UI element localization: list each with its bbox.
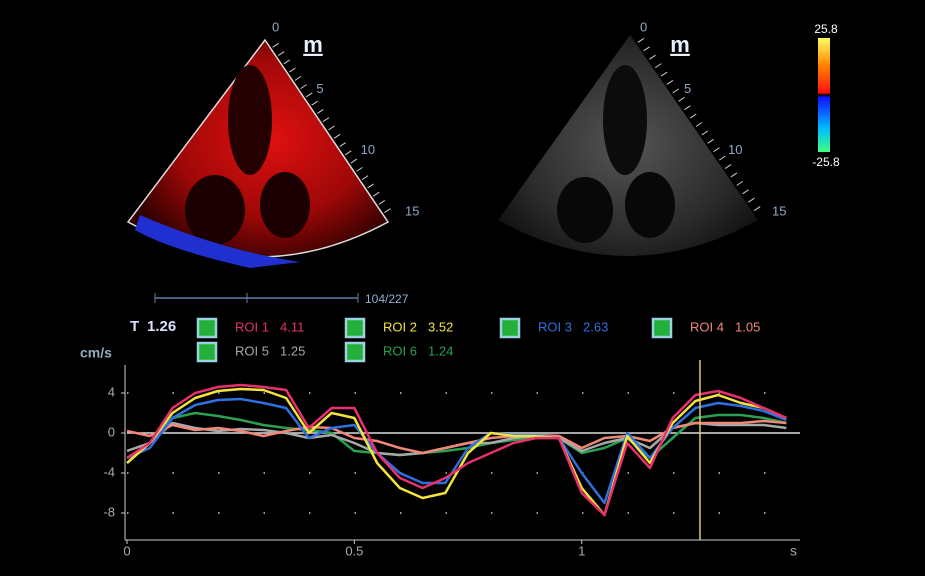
cine-frame: 104/227 xyxy=(365,292,409,306)
cursor-value: 1.26 xyxy=(147,318,176,335)
legend-name: ROI 1 xyxy=(235,319,269,334)
depth-tick xyxy=(294,75,302,81)
legend-readout: 4.11 xyxy=(280,319,304,334)
depth-label: 0 xyxy=(272,19,279,34)
chamber xyxy=(603,65,647,175)
legend-name: ROI 2 xyxy=(383,319,417,334)
depth-tick xyxy=(344,150,352,156)
depth-tick xyxy=(724,164,732,169)
legend-readout: 1.05 xyxy=(735,319,760,334)
legend-readout: 2.63 xyxy=(583,319,608,334)
depth-tick xyxy=(678,96,685,102)
depth-tick xyxy=(272,42,279,48)
depth-label: 0 xyxy=(640,19,647,34)
depth-tick xyxy=(305,92,313,98)
depth-tick xyxy=(637,37,645,43)
depth-tick xyxy=(701,130,709,136)
series-line xyxy=(126,383,787,517)
depth-tick xyxy=(666,80,674,85)
depth-tick xyxy=(322,117,330,123)
legend-name: ROI 3 xyxy=(538,319,572,334)
legend-readout: 3.52 xyxy=(428,319,453,334)
legend-readout: 1.25 xyxy=(280,343,305,358)
depth-tick xyxy=(372,191,380,197)
chamber xyxy=(260,172,310,238)
depth-tick xyxy=(333,133,341,139)
depth-tick xyxy=(367,183,374,189)
y-tick-label: 4 xyxy=(108,384,115,399)
y-tick-label: 0 xyxy=(108,424,115,439)
cursor-label: T xyxy=(130,318,139,335)
depth-label: 10 xyxy=(361,142,375,157)
colorbar-min: -25.8 xyxy=(812,155,840,169)
depth-tick xyxy=(654,63,662,69)
depth-tick xyxy=(689,113,697,119)
depth-tick xyxy=(384,208,391,214)
legend-readout: 1.24 xyxy=(428,343,453,358)
logo: m xyxy=(303,32,323,57)
depth-tick xyxy=(339,142,346,147)
depth-tick xyxy=(311,100,319,106)
legend-box xyxy=(196,341,218,363)
legend-box xyxy=(499,317,521,339)
blue-flow xyxy=(135,215,300,268)
series-line xyxy=(126,397,787,505)
depth-tick xyxy=(328,125,335,131)
depth-tick xyxy=(643,46,650,52)
legend-box xyxy=(651,317,673,339)
depth-label: 5 xyxy=(684,81,691,96)
depth-tick xyxy=(672,88,680,94)
chamber xyxy=(228,65,272,175)
depth-tick xyxy=(695,122,703,127)
depth-tick xyxy=(289,67,296,73)
y-tick-label: -8 xyxy=(103,504,115,519)
depth-label: 10 xyxy=(728,142,742,157)
depth-tick xyxy=(660,71,668,77)
colorbar xyxy=(818,38,830,152)
depth-tick xyxy=(277,51,285,56)
depth-tick xyxy=(684,105,691,111)
legend-box xyxy=(196,317,218,339)
depth-tick xyxy=(707,138,714,144)
depth-tick xyxy=(649,54,656,60)
legend-name: ROI 4 xyxy=(690,319,724,334)
series-line xyxy=(126,387,787,517)
x-tick-label: 0 xyxy=(123,543,130,558)
depth-tick xyxy=(350,158,358,164)
y-axis-label: cm/s xyxy=(80,345,112,361)
depth-tick xyxy=(283,59,291,65)
y-tick-label: -4 xyxy=(103,464,115,479)
depth-tick xyxy=(718,155,726,161)
depth-tick xyxy=(378,200,386,205)
depth-tick xyxy=(753,206,761,212)
legend-name: ROI 6 xyxy=(383,343,417,358)
depth-tick xyxy=(317,109,324,114)
colorbar-max: 25.8 xyxy=(814,22,838,36)
chamber xyxy=(185,175,245,245)
depth-tick xyxy=(361,175,369,181)
x-tick-label: 1 xyxy=(578,543,585,558)
depth-label: 15 xyxy=(772,203,786,218)
series-line xyxy=(126,411,787,464)
depth-tick xyxy=(748,197,755,203)
x-tick-label: 0.5 xyxy=(345,543,363,558)
depth-tick xyxy=(742,189,749,195)
depth-tick xyxy=(730,172,738,178)
depth-tick xyxy=(356,166,363,172)
depth-tick xyxy=(713,147,720,153)
depth-tick xyxy=(736,180,744,186)
legend-box xyxy=(344,341,366,363)
depth-label: 5 xyxy=(316,81,323,96)
legend-box xyxy=(344,317,366,339)
depth-label: 15 xyxy=(405,203,419,218)
logo: m xyxy=(670,32,690,57)
chamber xyxy=(557,177,613,243)
x-axis-label: s xyxy=(790,543,797,559)
legend-name: ROI 5 xyxy=(235,343,269,358)
chamber xyxy=(625,172,675,238)
series-line xyxy=(126,419,787,455)
depth-tick xyxy=(300,84,307,90)
